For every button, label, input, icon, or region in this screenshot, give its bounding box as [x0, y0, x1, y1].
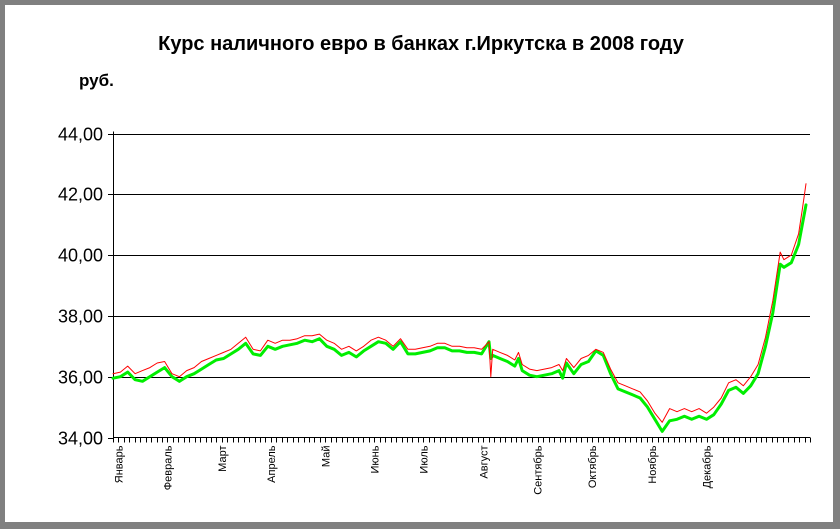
- y-axis-unit: руб.: [79, 71, 114, 90]
- x-tick-label: Март: [217, 446, 229, 472]
- x-tick-label: Сентябрь: [533, 445, 545, 495]
- series-line-red: [112, 183, 807, 423]
- x-tick-label: Август: [478, 446, 490, 479]
- x-tick-label: Февраль: [162, 445, 174, 490]
- x-tick-label: Октябрь: [587, 445, 599, 488]
- x-tick-label: Ноябрь: [647, 445, 659, 483]
- x-tick-label: Июль: [418, 445, 430, 473]
- series-lines: [111, 183, 808, 433]
- chart-frame: Курс наличного евро в банках г.Иркутска …: [5, 5, 833, 522]
- x-tick-labels: Январь Февраль Март Апрель Май Июнь Июль Август…: [113, 445, 713, 495]
- x-tick-label: Декабрь: [702, 445, 714, 488]
- chart-title: Курс наличного евро в банках г.Иркутска …: [158, 33, 685, 55]
- y-tick-label: 40,00: [58, 246, 103, 266]
- y-tick-label: 38,00: [58, 307, 103, 327]
- x-tick-label: Май: [320, 446, 332, 468]
- grid-lines: [113, 134, 810, 378]
- x-tick-label: Январь: [113, 445, 125, 483]
- y-tick-label: 44,00: [58, 125, 103, 145]
- y-tick-labels: 34,00 36,00 38,00 40,00 42,00 44,00: [58, 125, 103, 449]
- y-tick-label: 34,00: [58, 429, 103, 449]
- series-line-green: [111, 203, 808, 433]
- x-tick-label: Июнь: [369, 445, 381, 473]
- y-tick-label: 36,00: [58, 368, 103, 388]
- chart-svg: Курс наличного евро в банках г.Иркутска …: [58, 33, 811, 495]
- y-tick-label: 42,00: [58, 185, 103, 205]
- x-tick-label: Апрель: [266, 445, 278, 483]
- axes: [108, 131, 811, 443]
